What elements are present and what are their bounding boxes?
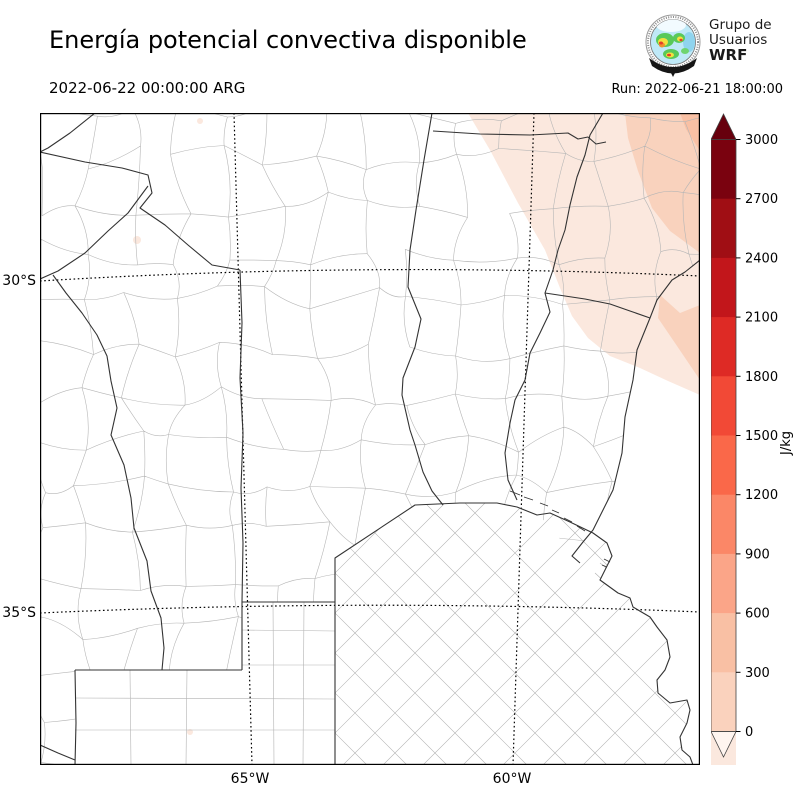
globe-radar-icon [645, 14, 701, 77]
lat-label-35s: 35°S [2, 605, 36, 621]
lon-label-65w: 65°W [230, 771, 270, 787]
svg-text:1200: 1200 [745, 488, 778, 503]
colorbar-unit-label: J/kg [779, 431, 794, 455]
province-borders [40, 113, 700, 765]
lon-label-60w: 60°W [492, 771, 532, 787]
svg-text:600: 600 [745, 607, 770, 622]
la-pampa-departments [75, 602, 335, 765]
graticule [40, 113, 700, 765]
svg-text:300: 300 [745, 666, 770, 681]
cape-map [40, 113, 700, 765]
parana-delta-islands [509, 490, 611, 568]
page-title: Energía potencial convectiva disponible [49, 26, 527, 54]
lat-label-30s: 30°S [2, 273, 36, 289]
logo-line-1: Grupo de [709, 17, 772, 33]
svg-text:0: 0 [745, 725, 753, 740]
logo-line-3: WRF [709, 46, 748, 64]
wrf-users-group-logo: Grupo de Usuarios WRF [641, 12, 791, 78]
map-frame [40, 113, 700, 765]
svg-text:2700: 2700 [745, 192, 778, 207]
cape-shading [133, 113, 700, 735]
svg-text:1500: 1500 [745, 429, 778, 444]
svg-text:3000: 3000 [745, 133, 778, 148]
logo-text: Grupo de Usuarios WRF [709, 18, 772, 63]
valid-time-label: 2022-06-22 00:00:00 ARG [49, 79, 246, 97]
svg-text:2100: 2100 [745, 311, 778, 326]
run-time-label: Run: 2022-06-21 18:00:00 [611, 82, 783, 97]
svg-text:900: 900 [745, 547, 770, 562]
logo-line-2: Usuarios [709, 32, 768, 48]
svg-text:2400: 2400 [745, 251, 778, 266]
svg-text:1800: 1800 [745, 370, 778, 385]
